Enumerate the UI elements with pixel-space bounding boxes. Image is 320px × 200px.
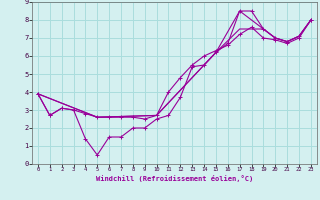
X-axis label: Windchill (Refroidissement éolien,°C): Windchill (Refroidissement éolien,°C) xyxy=(96,175,253,182)
